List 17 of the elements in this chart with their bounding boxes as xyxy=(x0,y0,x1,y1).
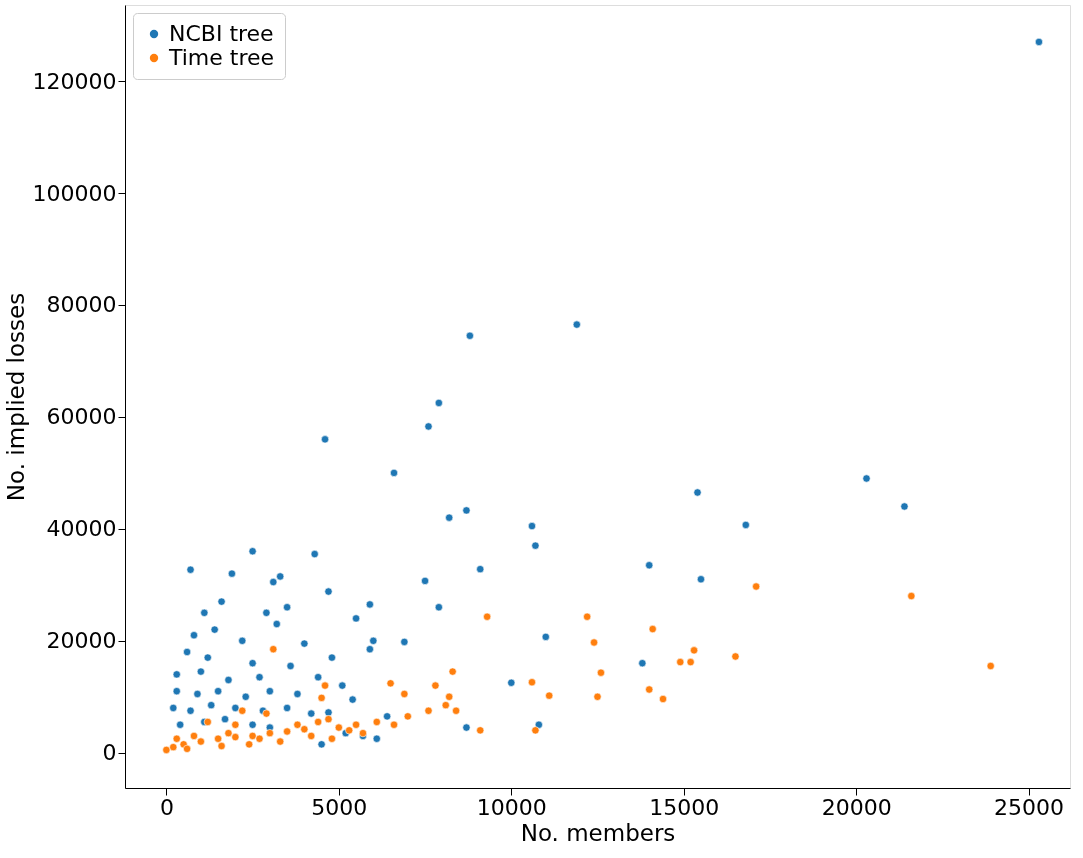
y-axis-title: No. implied losses xyxy=(2,292,29,502)
x-tick-label: 10000 xyxy=(476,794,547,820)
y-tick-label: 120000 xyxy=(32,68,117,94)
y-tick-label: 0 xyxy=(102,740,117,766)
y-tick-label: 20000 xyxy=(46,628,117,654)
legend-label: NCBI tree xyxy=(169,21,274,46)
y-tick-label: 80000 xyxy=(46,292,117,318)
x-tick-label: 15000 xyxy=(649,794,720,820)
x-tick-label: 20000 xyxy=(821,794,892,820)
y-tick-label: 60000 xyxy=(46,404,117,430)
x-axis-title: No. members xyxy=(520,819,676,846)
x-tick-label: 5000 xyxy=(311,794,368,820)
x-tick-label: 25000 xyxy=(994,794,1065,820)
y-tick-label: 100000 xyxy=(32,180,117,206)
legend-label: Time tree xyxy=(168,45,275,70)
x-tick-label: 0 xyxy=(159,794,174,820)
y-tick-label: 40000 xyxy=(46,516,117,542)
